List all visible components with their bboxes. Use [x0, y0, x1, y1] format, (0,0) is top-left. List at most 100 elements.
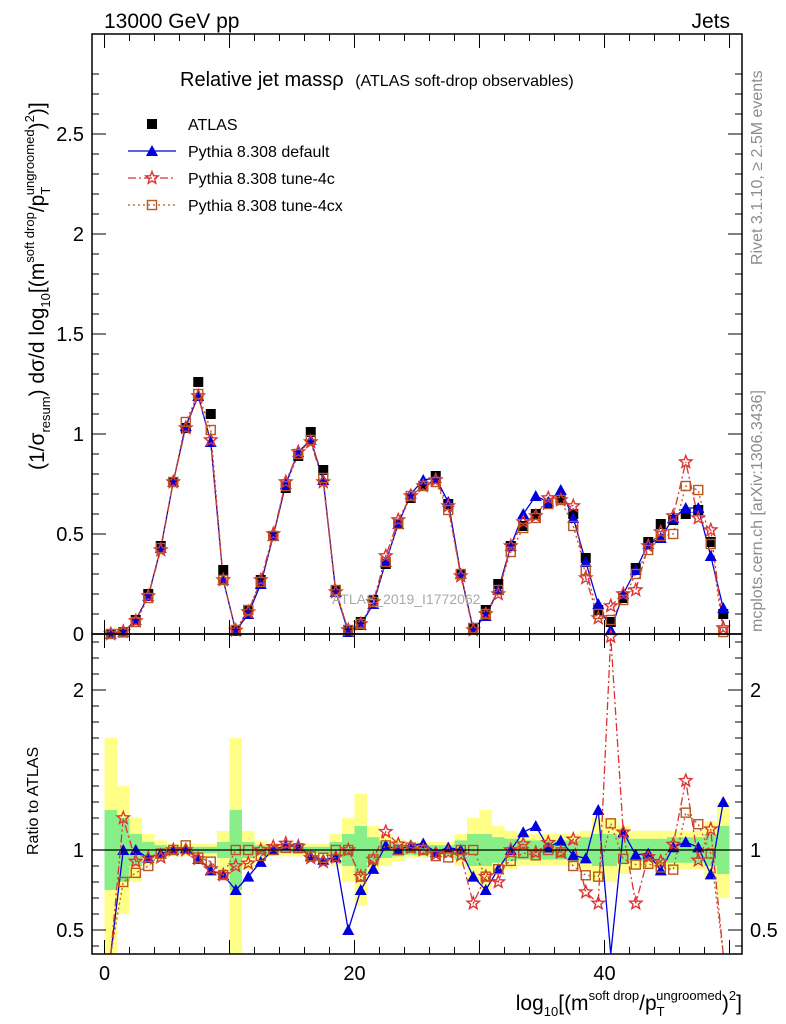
ratio-point — [518, 847, 529, 859]
data-point — [555, 493, 566, 503]
data-point — [377, 547, 394, 563]
data-point — [405, 490, 416, 502]
chart-title-sub: (ATLAS soft-drop observables) — [355, 73, 573, 90]
legend-marker — [146, 145, 158, 156]
data-point — [655, 530, 666, 542]
data-point — [717, 602, 730, 613]
ratio-point — [480, 871, 491, 882]
y-tick-label: 0 — [73, 624, 84, 646]
data-point — [418, 480, 429, 492]
data-point — [355, 618, 366, 630]
legend-marker — [147, 119, 157, 129]
ratio-point — [490, 873, 507, 889]
data-point — [668, 528, 679, 540]
ratio-point — [205, 856, 216, 867]
ratio-point — [327, 848, 344, 865]
data-point — [605, 617, 616, 627]
legend-marker — [143, 169, 161, 185]
data-point — [305, 434, 316, 446]
data-point — [430, 476, 441, 488]
data-point — [568, 520, 579, 532]
ratio-point — [642, 847, 655, 859]
ratio-point — [218, 869, 229, 881]
ratio-point — [342, 924, 355, 935]
ratio-point — [630, 859, 641, 870]
ratio-line-3 — [110, 811, 724, 955]
ratio-point — [615, 823, 632, 840]
ratio-point — [354, 884, 367, 895]
data-point — [605, 614, 616, 626]
data-point — [679, 502, 692, 513]
data-point — [702, 521, 719, 537]
data-point — [690, 509, 707, 525]
ratio-tick-label: 1 — [73, 840, 84, 862]
ratio-point — [717, 796, 730, 807]
ratio-point — [465, 894, 482, 911]
data-point — [205, 409, 216, 419]
series-line-2 — [110, 393, 724, 635]
ratio-point — [592, 804, 605, 815]
data-point — [677, 453, 694, 469]
ratio-point — [704, 868, 717, 880]
ratio-point — [665, 835, 682, 852]
ratio-point — [705, 848, 716, 859]
data-point — [168, 476, 179, 488]
y-axis-label: (1/σresum) dσ/d log10[(msoft drop/pTungr… — [22, 102, 53, 470]
process-label: Jets — [691, 10, 730, 33]
data-point — [480, 608, 491, 620]
ratio-point — [702, 820, 719, 837]
data-point — [379, 556, 392, 567]
x-tick-label: 20 — [343, 963, 365, 985]
ratio-point — [502, 841, 519, 857]
ratio-point — [130, 867, 141, 879]
chart-title-main: Relative jet massρ — [180, 69, 344, 91]
data-point — [579, 556, 592, 567]
data-point — [718, 626, 729, 638]
data-point — [692, 502, 705, 513]
data-point — [627, 581, 644, 597]
data-point — [193, 377, 204, 387]
data-point — [704, 550, 717, 561]
ratio-point — [668, 864, 679, 875]
data-point — [640, 537, 657, 553]
data-point — [715, 619, 732, 635]
ratio-point — [618, 853, 629, 865]
ratio-point — [280, 842, 291, 854]
ratio-point — [252, 841, 269, 857]
data-point — [593, 608, 604, 620]
data-point — [390, 511, 407, 527]
ratio-point — [443, 852, 454, 863]
ratio-point — [140, 849, 157, 865]
data-point — [440, 497, 457, 513]
data-point — [718, 609, 729, 619]
ratio-plot-frame — [91, 633, 743, 955]
data-point — [218, 565, 229, 575]
data-point — [455, 568, 466, 580]
data-point — [518, 521, 529, 531]
data-point — [293, 448, 304, 460]
ratio-point — [118, 876, 129, 888]
data-point — [502, 537, 519, 553]
data-point — [255, 576, 266, 588]
data-point — [530, 512, 541, 524]
data-point — [518, 522, 529, 534]
data-point — [418, 481, 429, 491]
ratio-point — [693, 818, 704, 830]
y-tick-label: 2 — [73, 224, 84, 246]
ratio-point — [318, 852, 329, 864]
data-point — [652, 523, 669, 539]
data-point — [155, 542, 166, 554]
ratio-point — [377, 823, 394, 839]
data-point — [243, 604, 254, 616]
ratio-point — [655, 862, 666, 873]
ratio-point — [580, 870, 591, 881]
ratio-tick-label: 2 — [750, 680, 761, 702]
analysis-watermark: ATLAS_2019_I1772062 — [332, 591, 481, 607]
ratio-point — [368, 854, 379, 865]
data-point — [665, 507, 682, 523]
x-axis-label: log10[(msoft drop/pTungroomed)2] — [516, 988, 742, 1019]
ratio-point — [579, 852, 592, 864]
ratio-point — [242, 870, 255, 882]
ratio-point — [680, 807, 691, 818]
